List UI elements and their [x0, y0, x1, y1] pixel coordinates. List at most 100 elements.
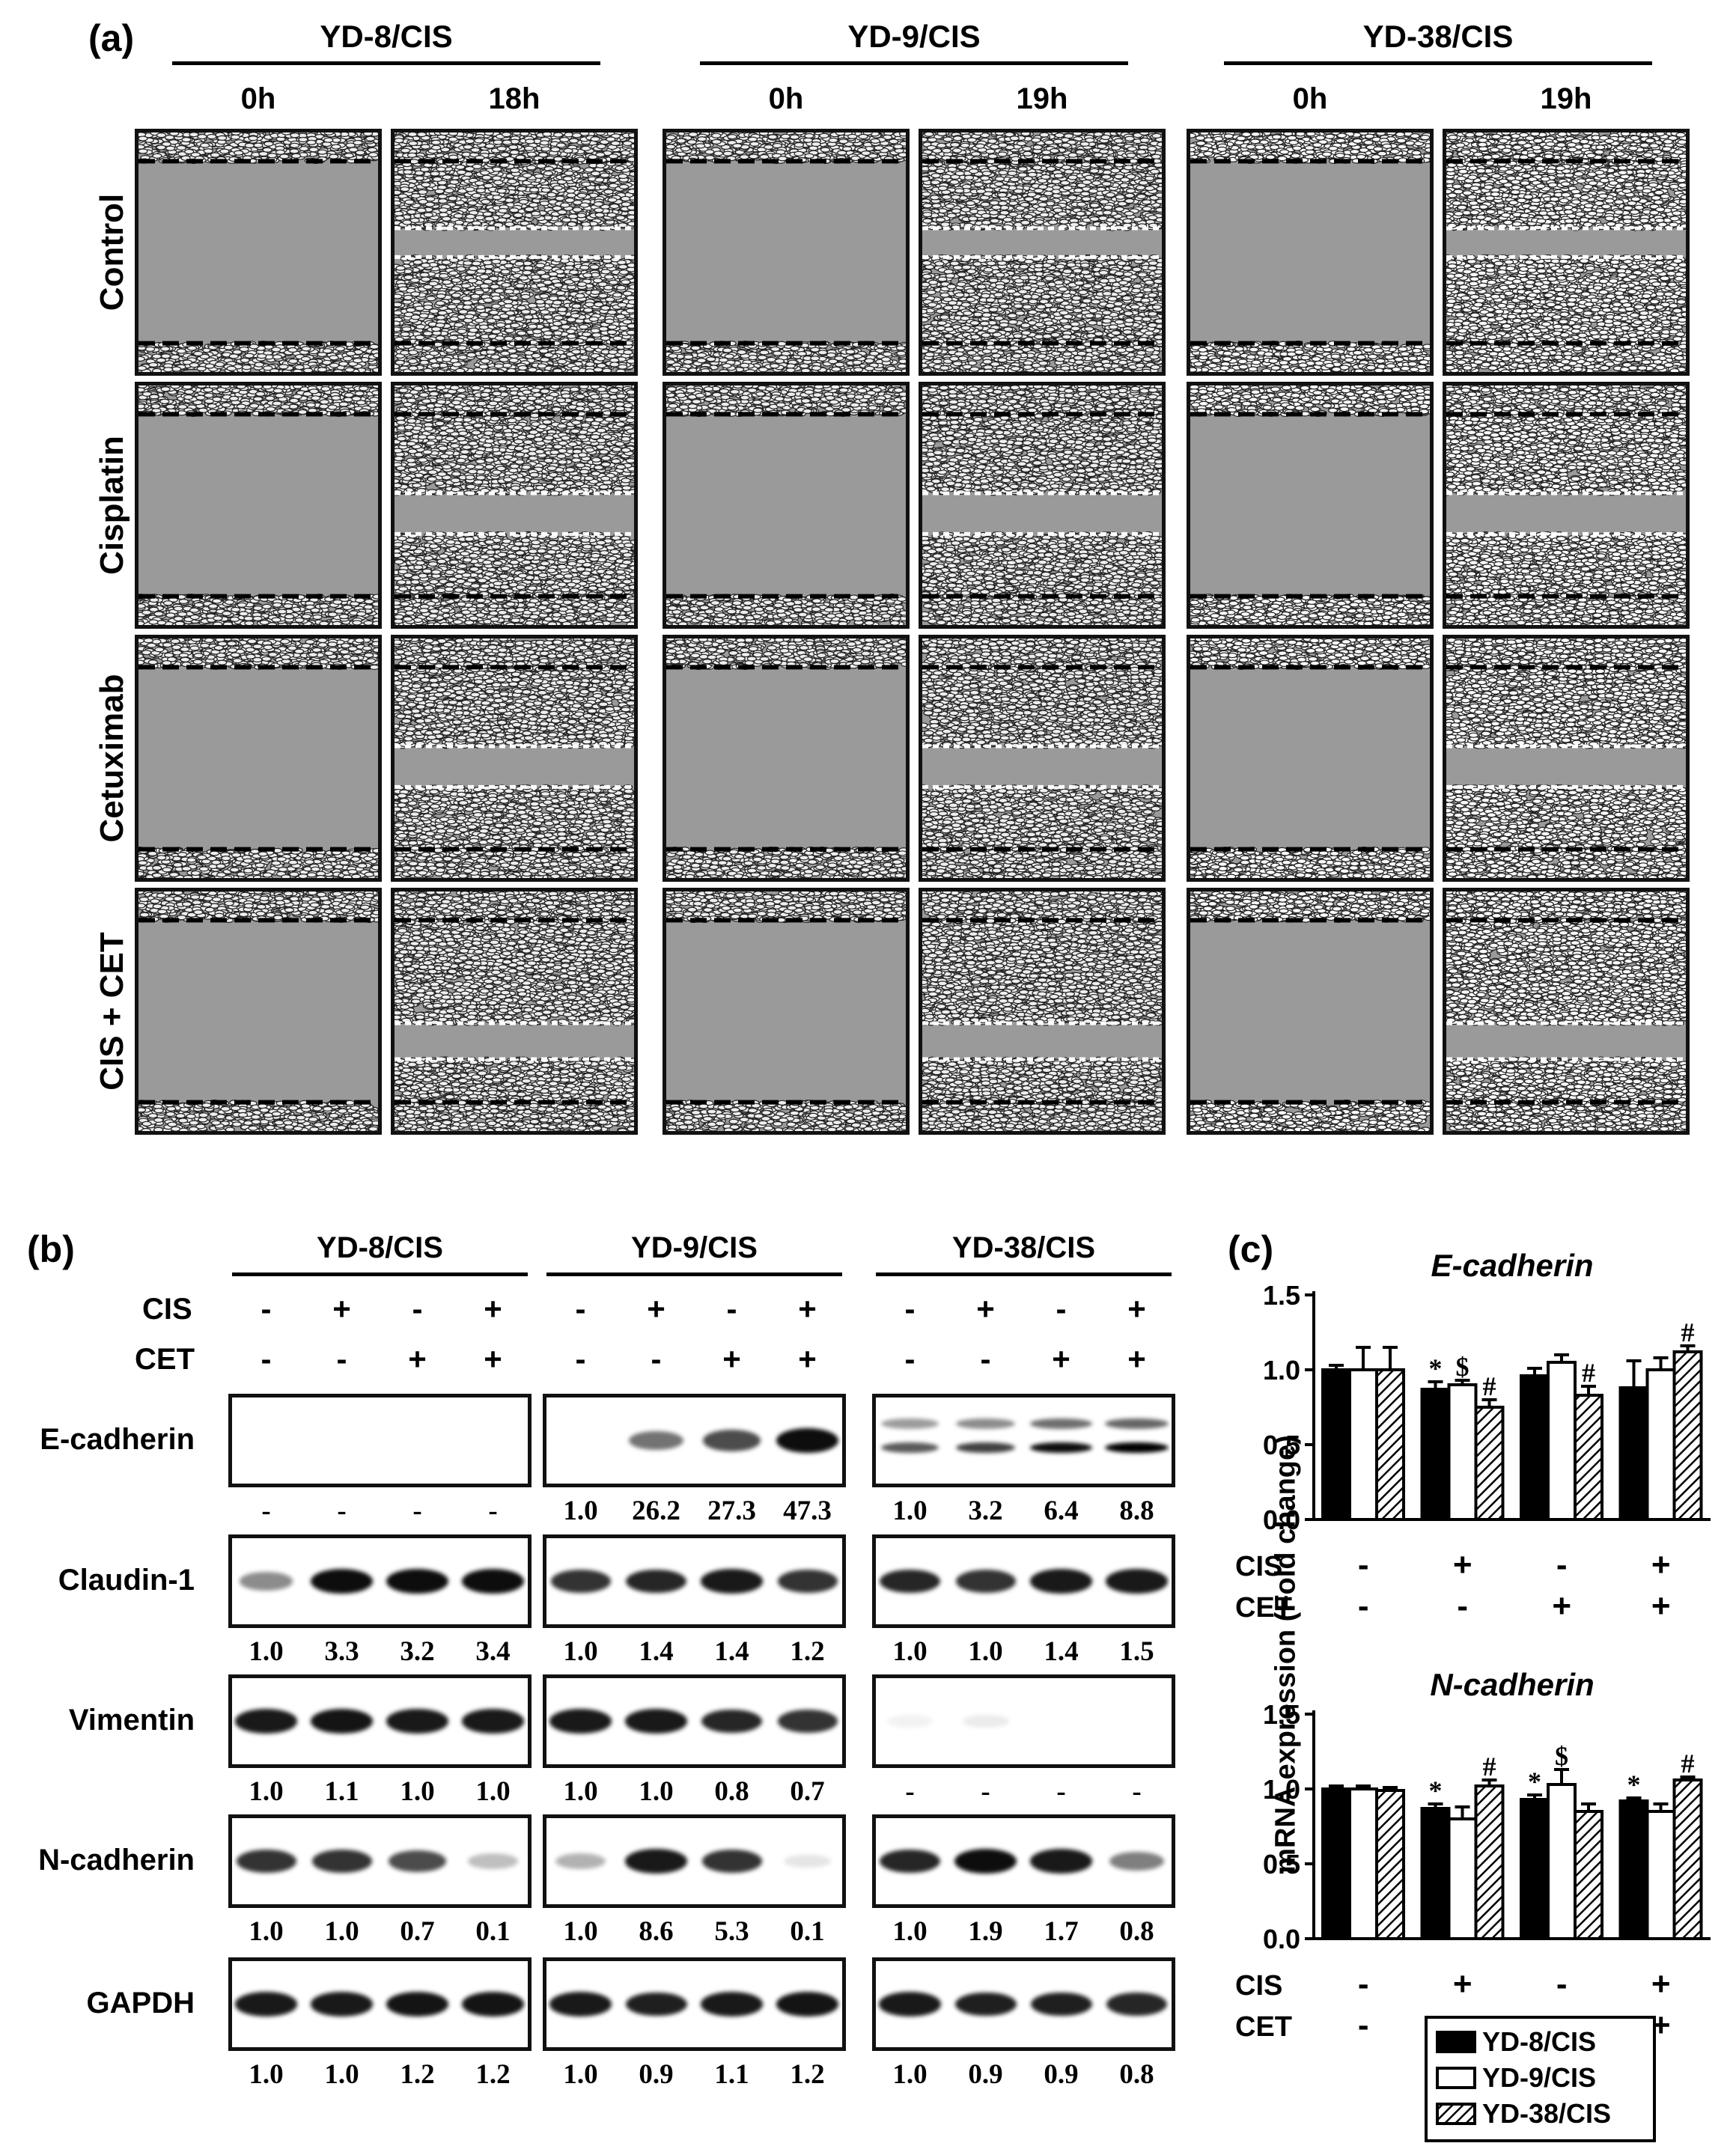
- cell-texture: [482, 175, 491, 180]
- cell-texture: [402, 327, 411, 332]
- cell-texture: [421, 183, 430, 187]
- cell-texture: [456, 165, 465, 169]
- cell-texture: [601, 269, 610, 274]
- cell-texture: [504, 299, 513, 304]
- cell-texture: [623, 141, 632, 145]
- cell-texture: [479, 365, 488, 369]
- cell-texture: [245, 353, 254, 358]
- cell-texture: [623, 320, 632, 324]
- cell-texture: [395, 302, 402, 307]
- cell-texture: [492, 296, 501, 300]
- cell-texture: [401, 350, 409, 355]
- cell-texture: [480, 284, 489, 288]
- micrograph-image: [391, 129, 638, 376]
- cell-texture: [231, 132, 240, 135]
- cell-texture: [554, 132, 563, 137]
- cell-texture: [582, 222, 591, 227]
- cell-texture: [564, 148, 573, 153]
- header-underline: [172, 61, 600, 65]
- cell-texture: [607, 213, 616, 217]
- cell-texture: [524, 266, 533, 270]
- cell-texture: [485, 144, 494, 148]
- cell-texture: [594, 202, 603, 207]
- cell-texture: [628, 189, 634, 194]
- cell-texture: [197, 366, 206, 371]
- cell-texture: [556, 143, 565, 147]
- header-underline: [1224, 61, 1652, 65]
- cell-texture: [528, 303, 537, 308]
- cell-texture: [373, 368, 378, 372]
- cell-texture: [177, 145, 186, 150]
- cell-texture: [138, 136, 147, 141]
- cell-texture: [249, 136, 258, 141]
- cell-texture: [440, 132, 449, 135]
- cell-texture: [415, 176, 424, 180]
- cell-texture: [182, 138, 191, 142]
- cell-texture: [526, 139, 534, 144]
- cell-texture: [558, 307, 567, 311]
- cell-texture: [505, 222, 514, 227]
- cell-texture: [419, 314, 428, 318]
- cell-texture: [469, 266, 478, 270]
- cell-texture: [146, 347, 155, 351]
- cell-texture: [201, 143, 210, 147]
- cell-texture: [484, 298, 493, 302]
- cell-texture: [332, 144, 341, 149]
- cell-texture: [502, 140, 511, 144]
- cell-texture: [561, 203, 570, 207]
- cell-texture: [494, 364, 503, 368]
- cell-texture: [609, 154, 618, 159]
- cell-texture: [609, 178, 618, 183]
- cell-texture: [491, 355, 500, 359]
- cell-texture: [604, 189, 613, 194]
- cell-texture: [290, 149, 299, 153]
- cell-texture: [439, 208, 448, 213]
- treatment-label: Control: [94, 194, 131, 311]
- cell-texture: [323, 349, 332, 353]
- cell-texture: [406, 308, 415, 312]
- cell-texture: [276, 150, 285, 154]
- cell-texture: [556, 291, 565, 296]
- cell-texture: [599, 293, 608, 298]
- cell-texture: [541, 188, 550, 192]
- cell-texture: [600, 173, 609, 177]
- cell-texture: [599, 185, 608, 189]
- panel-a-label: (a): [88, 16, 134, 60]
- cell-texture: [339, 362, 348, 366]
- cell-texture: [493, 176, 502, 180]
- cell-texture: [630, 171, 634, 176]
- cell-texture: [323, 360, 332, 365]
- cell-texture: [511, 267, 520, 272]
- cell-texture: [416, 325, 425, 329]
- cell-texture: [472, 164, 481, 168]
- cell-texture: [282, 132, 291, 135]
- cell-texture: [370, 344, 378, 349]
- cell-texture: [595, 213, 604, 217]
- cell-texture: [494, 180, 503, 185]
- cell-texture: [610, 204, 619, 209]
- timepoint-label: 18h: [391, 82, 638, 116]
- cell-texture: [504, 304, 513, 308]
- cell-texture: [629, 133, 634, 138]
- cell-texture: [630, 314, 634, 318]
- cell-texture: [472, 261, 481, 266]
- cell-texture: [329, 356, 338, 360]
- cell-texture: [560, 138, 569, 142]
- cell-texture: [502, 132, 511, 137]
- micrograph-image: [135, 129, 382, 376]
- cell-texture: [621, 196, 630, 201]
- cell-texture: [279, 365, 288, 369]
- cell-texture: [415, 306, 424, 311]
- cell-texture: [481, 199, 490, 204]
- cell-texture: [425, 202, 434, 207]
- cell-texture: [555, 196, 564, 201]
- cell-texture: [164, 368, 173, 372]
- cell-texture: [295, 365, 304, 370]
- cell-texture: [541, 147, 550, 151]
- cell-texture: [463, 305, 472, 309]
- cell-texture: [138, 366, 146, 371]
- cell-texture: [421, 144, 430, 149]
- cell-texture: [571, 167, 580, 171]
- cell-texture: [527, 165, 536, 170]
- cell-texture: [401, 187, 409, 192]
